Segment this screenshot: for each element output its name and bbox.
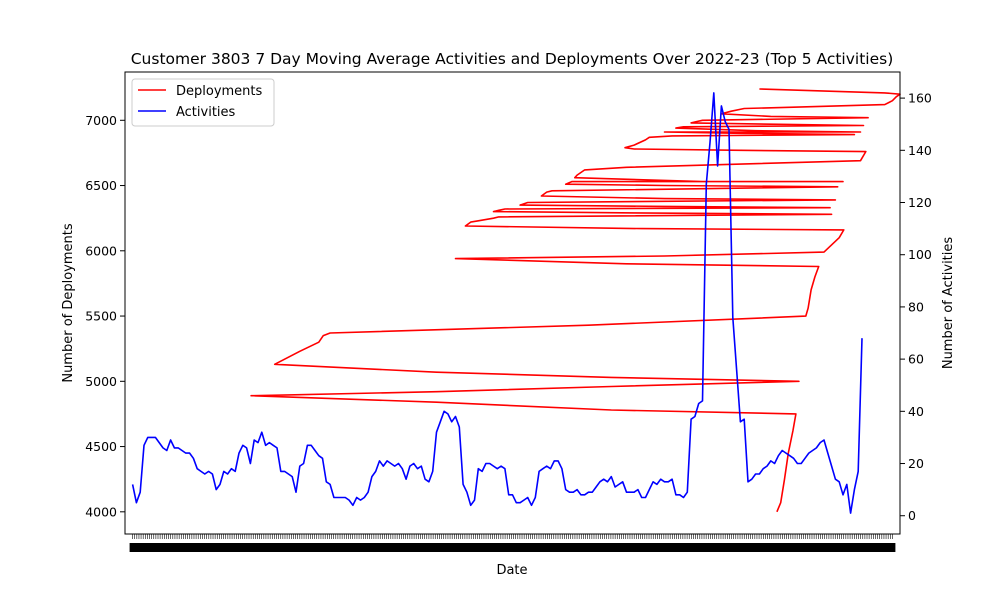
right-y-axis-label: Number of Activities (941, 237, 956, 370)
series-line-deployments (250, 88, 901, 513)
plot-area (131, 88, 901, 514)
left-y-tick-label: 6000 (85, 243, 117, 258)
legend-box (131, 78, 275, 127)
plot-frame (124, 71, 901, 535)
legend-label-deployments: Deployments (176, 84, 263, 99)
right-y-tick-label: 40 (908, 404, 924, 419)
right-y-axis: 0 20 40 60 80 100 120 140 160 (900, 91, 932, 523)
right-y-tick-label: 80 (908, 299, 924, 314)
x-tick-label (889, 543, 896, 552)
right-y-tick-label: 100 (908, 247, 932, 262)
right-y-tick-label: 140 (908, 143, 932, 158)
legend-label-activities: Activities (176, 105, 236, 120)
chart-title: Customer 3803 7 Day Moving Average Activ… (131, 50, 894, 68)
x-axis-label: Date (496, 563, 527, 578)
right-y-tick-label: 160 (908, 91, 932, 106)
right-y-tick-label: 60 (908, 352, 924, 367)
left-y-tick-label: 5500 (85, 309, 117, 324)
left-y-tick-label: 4500 (85, 439, 117, 454)
left-y-tick-label: 7000 (85, 113, 117, 128)
x-axis (129, 534, 896, 552)
left-y-axis-label: Number of Deployments (61, 223, 76, 383)
right-y-tick-label: 120 (908, 195, 932, 210)
left-y-tick-label: 5000 (85, 374, 117, 389)
right-y-tick-label: 0 (908, 508, 916, 523)
left-y-tick-label: 6500 (85, 178, 117, 193)
series-line-activities (131, 92, 863, 514)
right-y-tick-label: 20 (908, 456, 924, 471)
left-y-axis: 4000 4500 5000 5500 6000 6500 7000 (85, 113, 125, 519)
legend: Deployments Activities (131, 78, 275, 127)
left-y-tick-label: 4000 (85, 504, 117, 519)
